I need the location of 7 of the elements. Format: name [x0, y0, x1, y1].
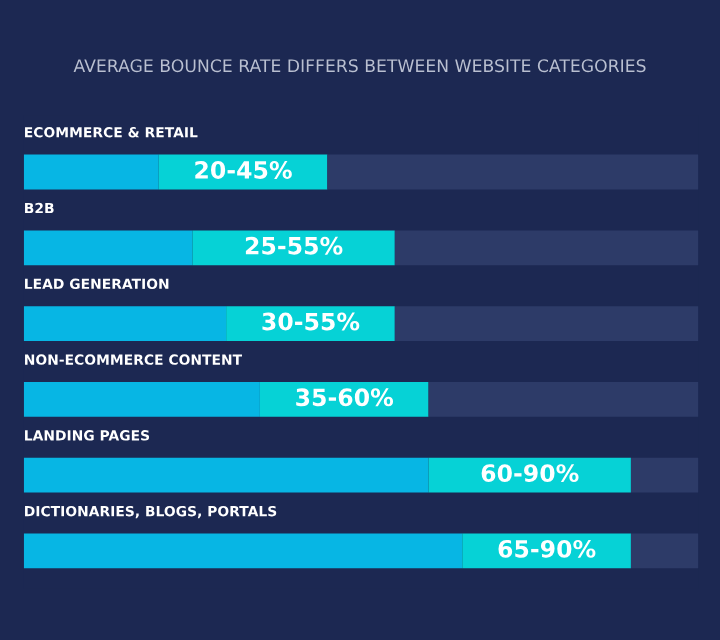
annotation: 60-90% [481, 464, 579, 482]
chart-title: AVERAGE BOUNCE RATE DIFFERS BETWEEN WEBSITE CATEGORIES [73, 59, 646, 73]
annotation: 35-60% [296, 388, 394, 407]
annotation: 65-90% [498, 539, 596, 558]
annotation: 30-55% [262, 312, 360, 331]
annotation: 20-45% [195, 161, 292, 179]
annotation: 25-55% [245, 236, 343, 255]
